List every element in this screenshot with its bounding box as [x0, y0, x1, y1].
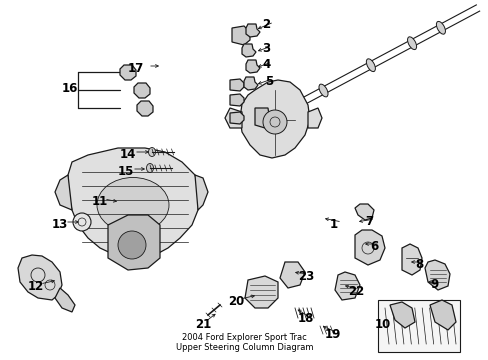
Text: 1: 1	[329, 218, 337, 231]
Polygon shape	[229, 112, 244, 124]
Polygon shape	[55, 175, 72, 210]
Polygon shape	[254, 108, 269, 128]
Polygon shape	[137, 101, 153, 116]
Ellipse shape	[366, 59, 375, 72]
Polygon shape	[242, 44, 256, 57]
Text: 17: 17	[128, 62, 144, 75]
Text: 7: 7	[364, 215, 372, 228]
Circle shape	[73, 213, 91, 231]
Text: 14: 14	[120, 148, 136, 161]
Ellipse shape	[146, 163, 153, 172]
Text: 13: 13	[52, 218, 68, 231]
Polygon shape	[55, 288, 75, 312]
Polygon shape	[354, 204, 373, 220]
Polygon shape	[244, 276, 278, 308]
Polygon shape	[245, 24, 260, 37]
Ellipse shape	[318, 84, 327, 97]
Circle shape	[118, 231, 146, 259]
Text: 4: 4	[262, 58, 270, 71]
Polygon shape	[389, 302, 414, 328]
Polygon shape	[240, 80, 309, 158]
Text: 20: 20	[227, 295, 244, 308]
Text: 12: 12	[28, 280, 44, 293]
Text: 5: 5	[264, 75, 273, 88]
Text: 10: 10	[374, 318, 390, 331]
Polygon shape	[401, 244, 421, 275]
Polygon shape	[108, 215, 160, 270]
Text: 8: 8	[414, 258, 423, 271]
Text: 3: 3	[262, 42, 269, 55]
Polygon shape	[424, 260, 449, 290]
Text: 15: 15	[118, 165, 134, 178]
Polygon shape	[229, 79, 244, 91]
Ellipse shape	[407, 37, 416, 50]
Circle shape	[263, 110, 286, 134]
Polygon shape	[244, 77, 258, 90]
Ellipse shape	[435, 21, 445, 34]
Text: 11: 11	[92, 195, 108, 208]
Polygon shape	[195, 175, 207, 210]
Text: 6: 6	[369, 240, 378, 253]
Polygon shape	[354, 230, 384, 265]
Text: 19: 19	[325, 328, 341, 341]
Polygon shape	[429, 300, 455, 330]
Text: 2004 Ford Explorer Sport Trac
Upper Steering Column Diagram: 2004 Ford Explorer Sport Trac Upper Stee…	[175, 333, 313, 352]
Text: 22: 22	[347, 285, 364, 298]
Polygon shape	[231, 26, 249, 45]
Ellipse shape	[97, 177, 169, 233]
Ellipse shape	[148, 148, 155, 157]
Text: 2: 2	[262, 18, 269, 31]
Polygon shape	[280, 262, 305, 288]
Bar	[377, 300, 459, 352]
Text: 23: 23	[297, 270, 314, 283]
Text: 18: 18	[297, 312, 314, 325]
Polygon shape	[68, 148, 200, 258]
Polygon shape	[245, 60, 260, 73]
Polygon shape	[334, 272, 359, 300]
Text: 16: 16	[62, 82, 78, 95]
Text: 9: 9	[429, 278, 437, 291]
Polygon shape	[18, 255, 62, 300]
Polygon shape	[307, 108, 321, 128]
Text: 21: 21	[195, 318, 211, 331]
Polygon shape	[229, 94, 244, 106]
Polygon shape	[134, 83, 150, 98]
Polygon shape	[224, 108, 242, 128]
Polygon shape	[120, 65, 136, 80]
